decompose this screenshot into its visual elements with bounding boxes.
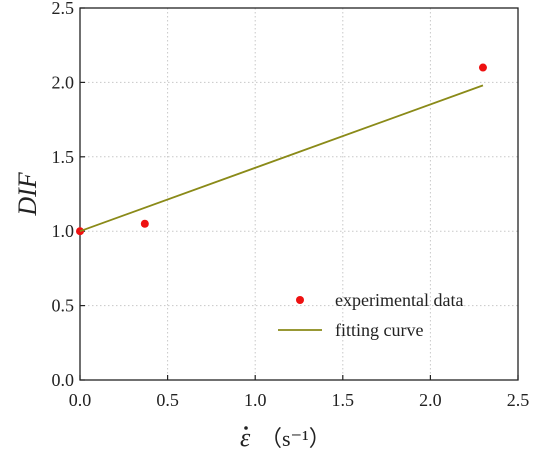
y-axis-label: DIF xyxy=(13,171,42,216)
x-axis-label-unit: （s⁻¹） xyxy=(260,426,331,451)
y-tick-label: 0.0 xyxy=(52,370,75,390)
x-axis-label-symbol: ε xyxy=(240,423,251,452)
x-tick-label: 2.0 xyxy=(419,390,442,410)
x-tick-label: 0.5 xyxy=(156,390,179,410)
y-tick-label: 2.5 xyxy=(52,0,75,18)
legend-marker-experimental-data xyxy=(296,296,304,304)
x-tick-label: 2.5 xyxy=(507,390,530,410)
legend-label-fitting-curve: fitting curve xyxy=(335,320,423,340)
y-tick-label: 2.0 xyxy=(52,72,75,92)
ticks: 0.0 0.5 1.0 1.5 2.0 2.5 0.0 0.5 1.0 1.5 2.0 2.5 xyxy=(52,0,530,410)
legend-label-experimental-data: experimental data xyxy=(335,290,463,310)
data-point xyxy=(478,63,487,72)
series-line-fitting-curve xyxy=(79,84,484,233)
plot-area xyxy=(76,63,487,236)
y-tick-label: 0.5 xyxy=(52,296,75,316)
y-tick-label: 1.0 xyxy=(52,221,75,241)
x-tick-label: 1.0 xyxy=(244,390,267,410)
y-tick-label: 1.5 xyxy=(52,147,75,167)
x-axis-label: ε （s⁻¹） xyxy=(240,423,331,452)
axes xyxy=(79,7,519,381)
x-axis-label-dot xyxy=(244,426,248,430)
data-point xyxy=(140,219,149,228)
grid xyxy=(80,8,518,380)
x-tick-label: 0.0 xyxy=(69,390,92,410)
legend: experimental data fitting curve xyxy=(278,290,463,340)
plot-frame xyxy=(79,7,519,381)
x-tick-label: 1.5 xyxy=(332,390,355,410)
